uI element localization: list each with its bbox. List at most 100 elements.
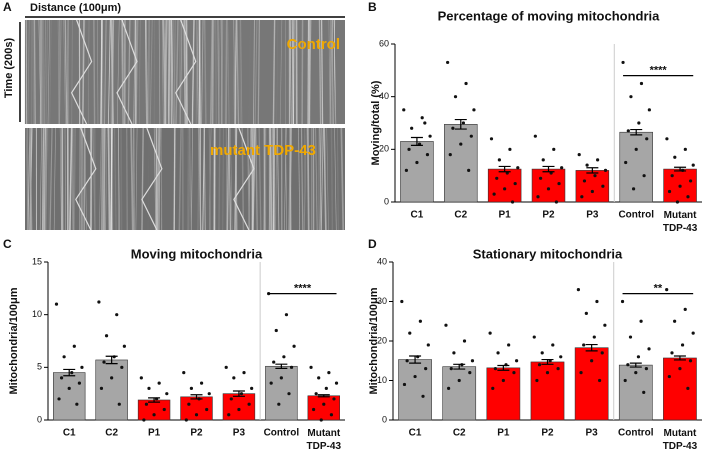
- data-point: [512, 371, 516, 375]
- data-point: [670, 351, 674, 355]
- error-bar: [63, 368, 76, 377]
- kymograph-streak: [337, 127, 339, 231]
- panel-letter: B: [368, 0, 377, 14]
- data-point: [157, 381, 161, 385]
- data-point: [670, 174, 674, 178]
- data-point: [272, 360, 276, 364]
- data-point: [667, 189, 672, 194]
- chart-title: Moving mitochondria: [131, 246, 263, 261]
- bar: [487, 168, 522, 203]
- data-point: [667, 374, 671, 379]
- y-tick-label: 30: [377, 296, 387, 306]
- data-point: [678, 184, 682, 188]
- data-point: [461, 121, 466, 125]
- kymograph-streak: [317, 127, 320, 231]
- kymograph-streak: [226, 127, 230, 231]
- y-tick-label: 20: [377, 335, 387, 345]
- y-tick-label: 60: [379, 38, 389, 48]
- kymograph-streak: [265, 127, 268, 231]
- kymograph-streak: [133, 19, 135, 125]
- data-point: [457, 378, 461, 383]
- data-point: [75, 402, 79, 406]
- data-point: [472, 108, 476, 112]
- error-bar: [629, 362, 642, 368]
- data-point: [600, 351, 604, 355]
- kymograph-streak: [209, 19, 214, 125]
- data-point: [634, 147, 638, 151]
- data-point: [508, 147, 512, 151]
- x-tick-label: P3: [233, 428, 246, 439]
- kymograph-streak: [149, 19, 153, 125]
- data-point: [683, 307, 687, 311]
- data-point: [229, 397, 233, 401]
- kymograph-streak: [257, 19, 260, 125]
- data-point: [686, 386, 690, 390]
- kymograph-streak: [158, 19, 161, 125]
- kymograph-streak: [113, 127, 115, 231]
- kymograph-streak: [90, 127, 92, 231]
- data-point: [205, 407, 209, 412]
- kymograph-streak: [333, 19, 336, 125]
- error-bar: [673, 355, 686, 361]
- kymograph-streak: [218, 19, 221, 125]
- kymograph-streak: [222, 127, 224, 231]
- data-point: [489, 137, 494, 141]
- kymograph-streak: [218, 127, 221, 231]
- kymograph-streak: [103, 127, 106, 231]
- data-point: [673, 319, 677, 323]
- data-point: [277, 402, 281, 406]
- data-point: [673, 155, 677, 159]
- bar: [400, 141, 434, 203]
- error-bar: [542, 165, 555, 173]
- kymograph-streak: [285, 127, 287, 231]
- data-point: [187, 402, 191, 406]
- data-point: [67, 386, 71, 390]
- error-bar: [453, 363, 466, 370]
- kymograph-streak: [334, 127, 337, 231]
- data-point: [537, 363, 542, 367]
- data-point: [408, 331, 412, 335]
- data-point: [309, 365, 313, 369]
- data-point: [593, 174, 597, 178]
- kymograph-streak: [331, 19, 334, 125]
- data-point: [447, 386, 451, 390]
- kymograph-streak: [160, 127, 163, 231]
- x-tick-label: Control: [618, 210, 654, 221]
- data-point: [603, 168, 608, 172]
- kymograph-streak: [255, 127, 258, 231]
- data-point: [620, 299, 625, 304]
- kymograph-label: Control: [287, 36, 340, 53]
- data-point: [424, 367, 428, 371]
- y-axis-label: Moving/total (%): [370, 80, 382, 165]
- data-point: [420, 116, 424, 120]
- significance-label: ****: [294, 283, 312, 295]
- kymograph-streak: [268, 127, 271, 231]
- data-point: [501, 378, 505, 383]
- kymograph-streak: [173, 127, 176, 231]
- kymograph-streak: [307, 19, 310, 125]
- x-tick-label: P3: [586, 210, 599, 221]
- kymograph-streak: [118, 127, 120, 231]
- data-point: [282, 355, 286, 359]
- data-point: [590, 189, 594, 194]
- kymograph-streak: [230, 127, 233, 231]
- data-point: [99, 386, 104, 390]
- data-point: [404, 168, 409, 172]
- data-point: [312, 407, 316, 412]
- kymograph-streak: [275, 127, 277, 231]
- error-bar: [232, 390, 245, 397]
- data-point: [115, 313, 119, 317]
- data-point: [407, 147, 411, 151]
- kymograph-streak: [103, 19, 107, 125]
- data-point: [194, 413, 199, 417]
- data-point: [144, 402, 149, 406]
- data-point: [603, 323, 607, 327]
- bar: [265, 365, 298, 421]
- data-point: [421, 394, 425, 398]
- data-point: [207, 392, 211, 396]
- kymograph-track: [141, 127, 163, 231]
- data-point: [491, 386, 495, 390]
- bar: [53, 372, 86, 421]
- kymograph-streak: [320, 19, 324, 125]
- data-point: [556, 367, 560, 371]
